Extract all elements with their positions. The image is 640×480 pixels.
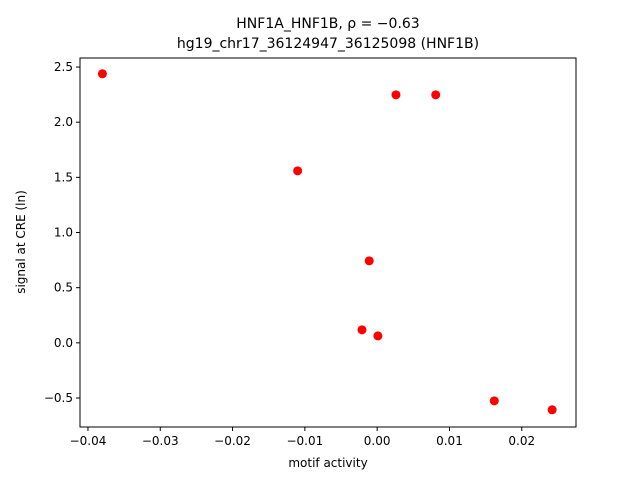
point bbox=[293, 166, 303, 176]
x-tick-label: −0.01 bbox=[286, 434, 323, 448]
point bbox=[489, 396, 499, 406]
point bbox=[357, 325, 367, 335]
y-tick-label: 2.0 bbox=[54, 115, 73, 129]
chart-subtitle: hg19_chr17_36124947_36125098 (HNF1B) bbox=[177, 36, 479, 52]
y-tick-label: −0.5 bbox=[44, 391, 73, 405]
point bbox=[431, 90, 441, 100]
x-tick-label: −0.04 bbox=[70, 434, 107, 448]
y-tick-label: 0.0 bbox=[54, 336, 73, 350]
x-tick-label: 0.01 bbox=[436, 434, 463, 448]
point bbox=[547, 405, 557, 415]
chart-title: HNF1A_HNF1B, ρ = −0.63 bbox=[236, 16, 419, 32]
point bbox=[97, 69, 107, 79]
x-tick-label: −0.03 bbox=[142, 434, 179, 448]
x-tick-label: 0.02 bbox=[508, 434, 535, 448]
x-axis-label: motif activity bbox=[288, 456, 367, 470]
point bbox=[373, 331, 383, 341]
plot-frame bbox=[79, 57, 577, 428]
y-axis-label: signal at CRE (ln) bbox=[14, 190, 28, 294]
y-tick-label: 0.5 bbox=[54, 281, 73, 295]
y-tick-label: 2.5 bbox=[54, 60, 73, 74]
point bbox=[364, 256, 374, 266]
point bbox=[391, 90, 401, 100]
x-tick-label: 0.00 bbox=[364, 434, 391, 448]
y-tick-label: 1.0 bbox=[54, 226, 73, 240]
y-tick-label: 1.5 bbox=[54, 170, 73, 184]
x-tick-label: −0.02 bbox=[214, 434, 251, 448]
